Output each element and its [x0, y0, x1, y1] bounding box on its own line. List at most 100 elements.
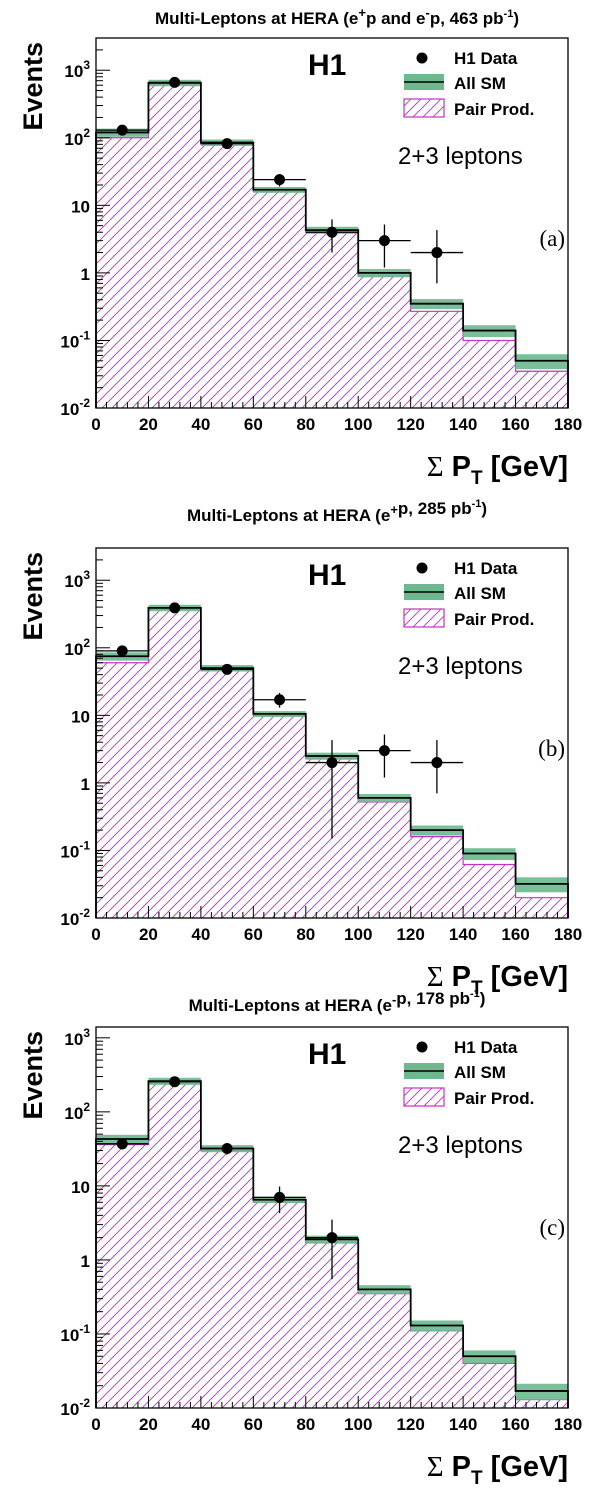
legend-data-marker	[416, 562, 428, 574]
x-tick-label: 60	[244, 1415, 263, 1434]
legend-pair-label: Pair Prod.	[454, 610, 534, 629]
x-tick-label: 180	[554, 415, 582, 434]
x-tick-label: 140	[449, 415, 477, 434]
x-tick-label: 80	[296, 925, 315, 944]
data-point	[326, 757, 338, 769]
y-tick-label: 1	[81, 775, 90, 794]
plot-frame	[95, 37, 569, 409]
x-tick-label: 140	[449, 925, 477, 944]
y-tick-label: 1	[81, 265, 90, 284]
data-point	[326, 1232, 338, 1244]
panel-label: (b)	[538, 736, 565, 761]
experiment-label: H1	[308, 1038, 346, 1071]
y-tick-label: 102	[64, 636, 90, 659]
data-point	[116, 1138, 128, 1150]
x-tick-label: 80	[296, 415, 315, 434]
pair-prod-bin	[515, 1399, 568, 1408]
data-point	[274, 1191, 286, 1203]
x-tick-label: 180	[554, 925, 582, 944]
annotation-leptons: 2+3 leptons	[398, 653, 523, 680]
x-tick-label: 20	[139, 1415, 158, 1434]
x-tick-label: 160	[501, 1415, 529, 1434]
legend-pair-label: Pair Prod.	[454, 1089, 534, 1108]
legend-pair-swatch	[403, 608, 445, 628]
x-tick-label: 80	[296, 1415, 315, 1434]
y-tick-label: 10-2	[60, 396, 90, 419]
data-point	[378, 235, 390, 247]
x-tick-label: 40	[191, 415, 210, 434]
x-tick-label: 140	[449, 1415, 477, 1434]
data-point	[274, 174, 286, 186]
x-tick-label: 160	[501, 925, 529, 944]
pair-prod-bin	[305, 232, 359, 408]
data-point	[116, 124, 128, 136]
pair-prod-bin	[200, 670, 254, 918]
y-tick-label: 10-2	[60, 1396, 90, 1419]
sm-band-bin	[515, 1383, 568, 1401]
y-tick-label: 10	[71, 707, 90, 726]
legend-sm-label: All SM	[454, 584, 506, 603]
legend-pair-swatch	[403, 98, 445, 118]
y-tick-label: 10-1	[60, 1322, 90, 1345]
x-axis-label: Σ PT [GeV]	[427, 451, 568, 489]
legend-pair-label: Pair Prod.	[454, 100, 534, 119]
data-point	[116, 645, 128, 657]
legend-data-label: H1 Data	[454, 559, 518, 578]
pair-prod-bin	[463, 340, 516, 408]
pair-prod-bin	[515, 897, 568, 918]
pair-prod-bin	[200, 144, 254, 408]
pair-prod-bin	[358, 275, 411, 408]
experiment-label: H1	[308, 49, 346, 82]
y-axis-label: Events	[18, 1031, 48, 1120]
x-tick-label: 160	[501, 415, 529, 434]
pair-prod-bin	[358, 1293, 411, 1408]
panel-label: (c)	[539, 1215, 565, 1240]
data-point	[169, 602, 181, 614]
y-tick-label: 103	[64, 1026, 90, 1049]
sm-band-bin	[515, 877, 568, 893]
pair-prod-bin	[515, 371, 568, 408]
x-tick-label: 20	[139, 415, 158, 434]
y-tick-label: 10-1	[60, 838, 90, 861]
y-tick-label: 103	[64, 58, 90, 81]
x-tick-label: 100	[344, 1415, 372, 1434]
x-tick-label: 100	[344, 415, 372, 434]
y-tick-label: 10	[71, 197, 90, 216]
pair-prod-bin	[96, 1144, 149, 1408]
sm-band-bin	[515, 354, 568, 370]
legend-pair-swatch	[403, 1087, 445, 1107]
x-tick-label: 180	[554, 1415, 582, 1434]
data-point	[378, 745, 390, 757]
pair-prod-bin	[96, 662, 149, 918]
y-tick-label: 102	[64, 1100, 90, 1123]
legend-data-label: H1 Data	[454, 49, 518, 68]
x-tick-label: 100	[344, 925, 372, 944]
data-point	[274, 694, 286, 706]
y-tick-label: 102	[64, 126, 90, 149]
data-point	[221, 138, 233, 150]
x-axis-label: Σ PT [GeV]	[427, 1451, 568, 1489]
data-point	[431, 247, 443, 259]
x-tick-label: 0	[91, 1415, 100, 1434]
legend-data-label: H1 Data	[454, 1038, 518, 1057]
pair-prod-bin	[253, 715, 306, 918]
experiment-label: H1	[308, 559, 346, 592]
legend-sm-label: All SM	[454, 74, 506, 93]
pair-prod-bin	[253, 1202, 306, 1408]
data-point	[221, 663, 233, 675]
chart-panel-b: Multi-Leptons at HERA (e+p, 285 pb-1) 0 20…	[18, 498, 582, 999]
chart-panel-c: Multi-Leptons at HERA (e-p, 178 pb-1) 0 20…	[18, 988, 582, 1489]
chart-title: Multi-Leptons at HERA (e+p and e-p, 463 …	[155, 5, 519, 28]
legend-data-marker	[416, 52, 428, 64]
pair-prod-bin	[253, 191, 306, 408]
chart-panel-a: Multi-Leptons at HERA (e+p and e-p, 463 …	[18, 5, 582, 489]
y-tick-label: 1	[81, 1252, 90, 1271]
pair-prod-bin	[463, 864, 516, 918]
y-axis-label: Events	[18, 552, 48, 641]
x-tick-label: 60	[244, 415, 263, 434]
pair-prod-bin	[358, 802, 411, 918]
x-tick-label: 0	[91, 415, 100, 434]
x-tick-label: 120	[396, 1415, 424, 1434]
pair-prod-bin	[148, 84, 201, 408]
